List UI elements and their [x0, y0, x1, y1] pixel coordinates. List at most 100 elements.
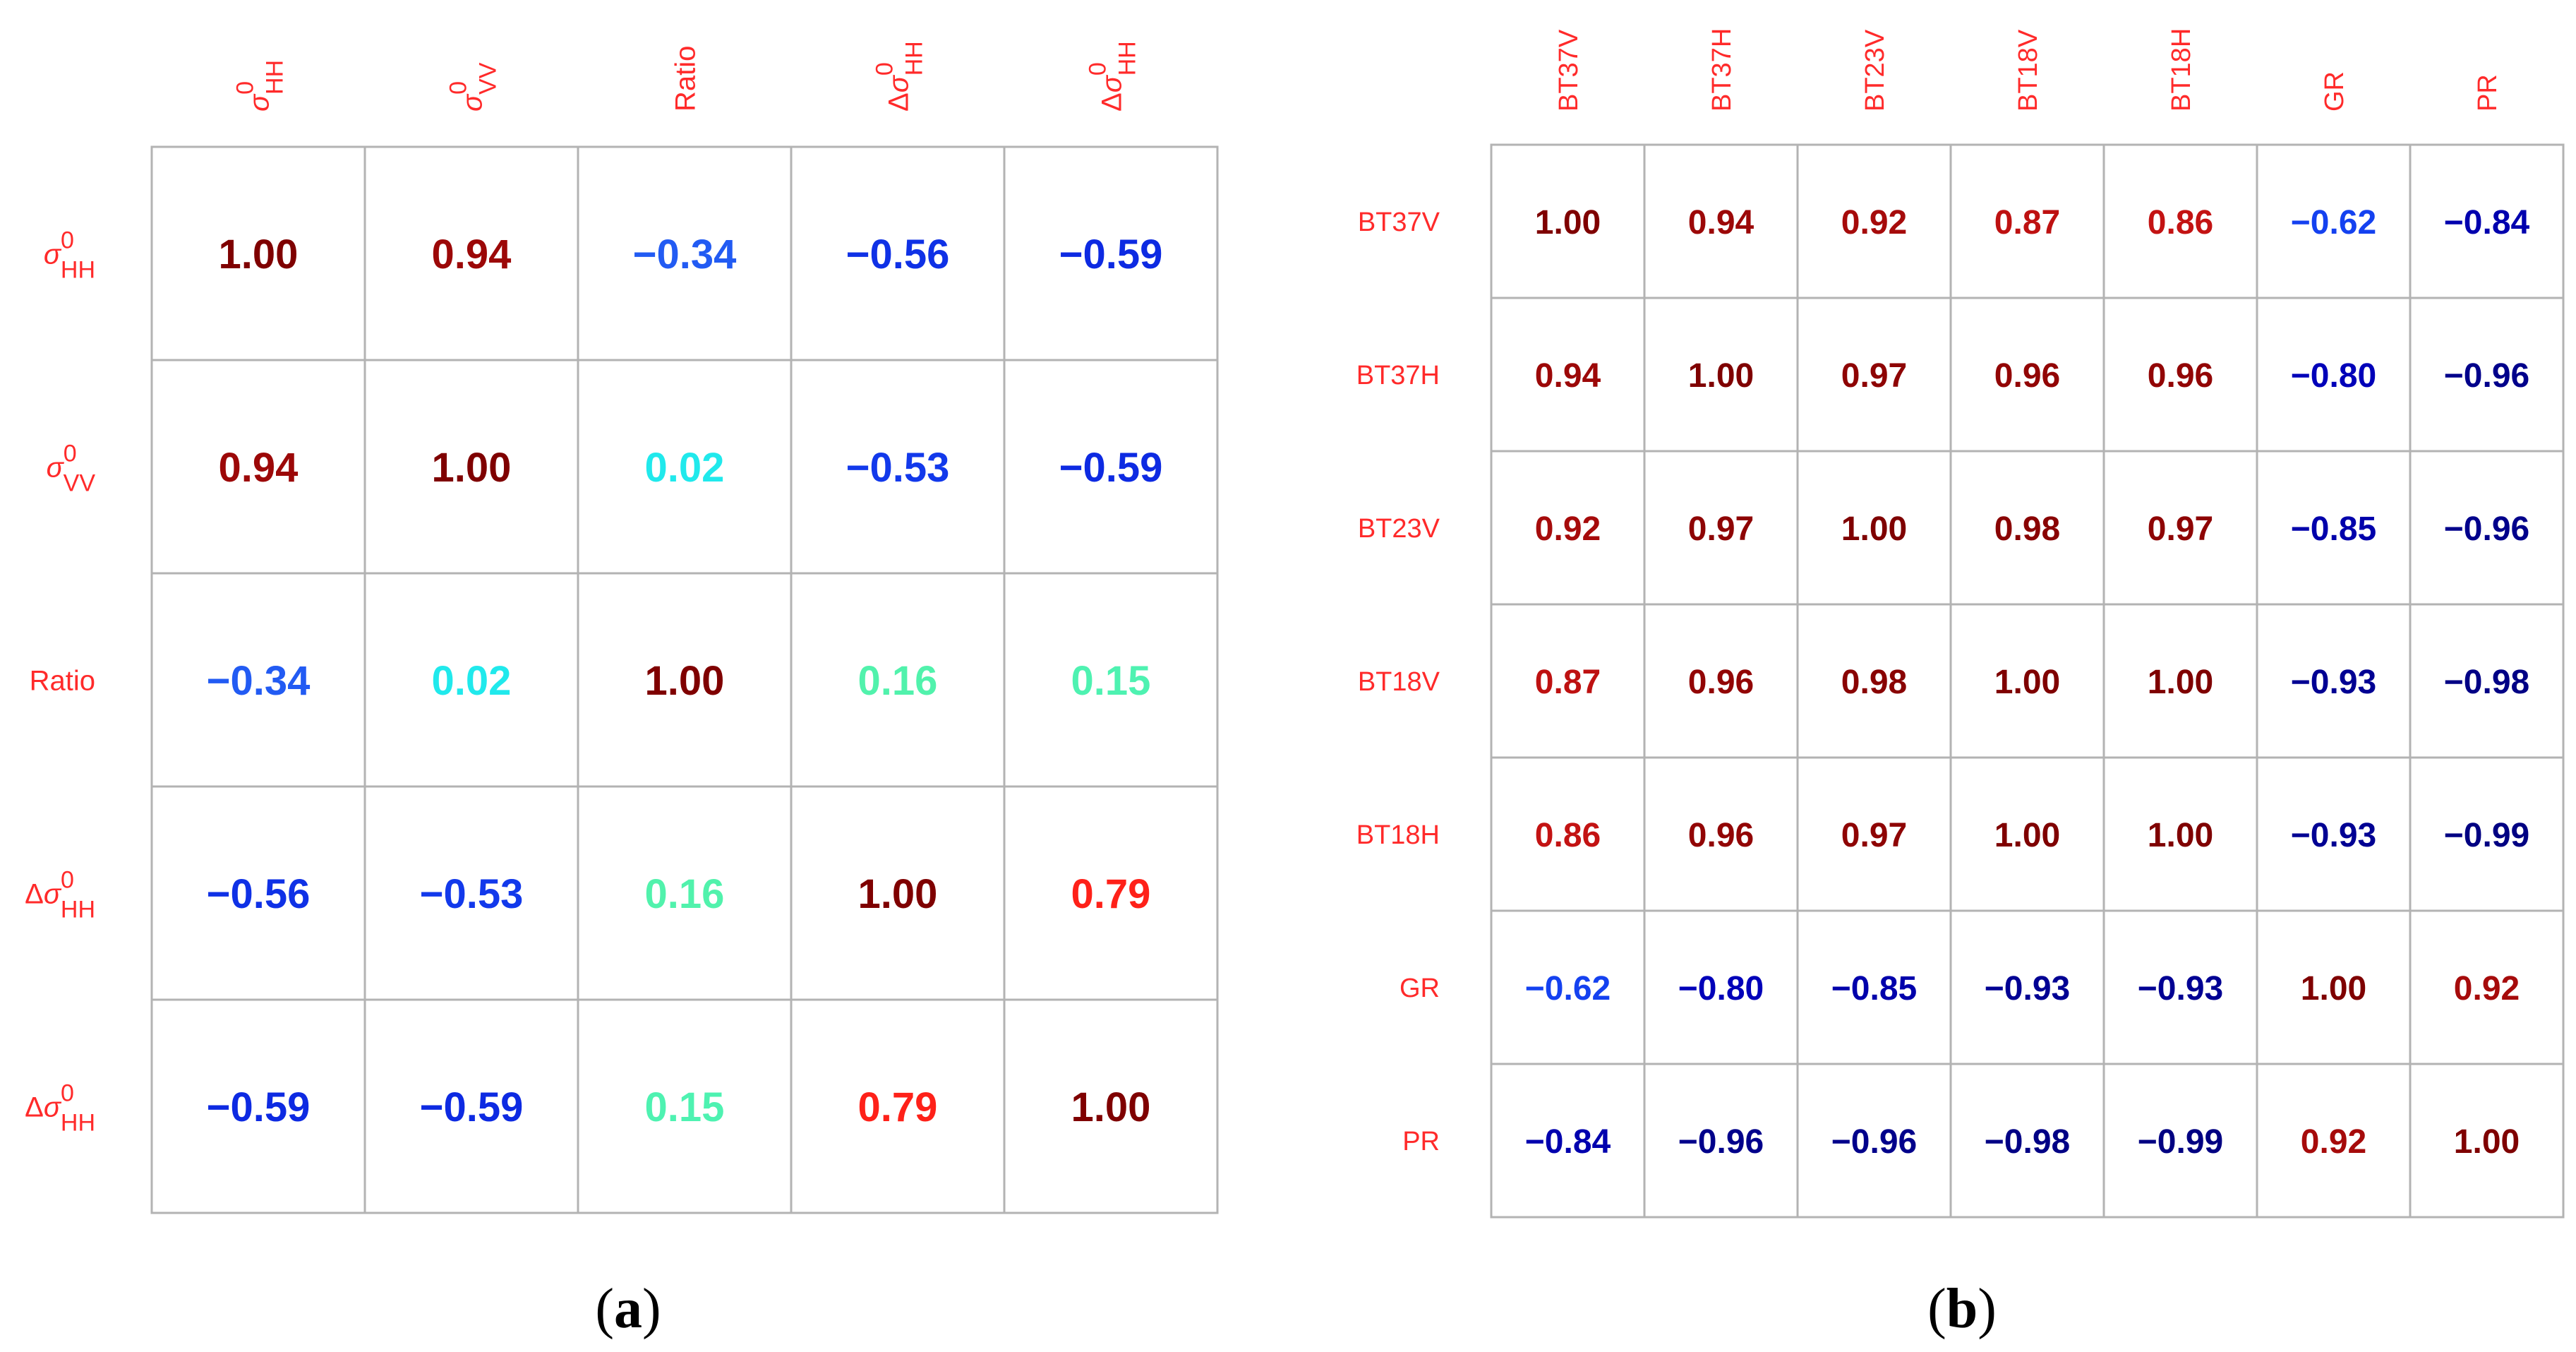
label-superscript: 0: [61, 866, 74, 893]
correlation-value-r2-c1: 0.94: [1535, 357, 1601, 395]
correlation-value-r5-c6: −0.93: [2291, 817, 2376, 854]
label-prefix: Δ: [1096, 92, 1127, 112]
correlation-value-r2-c5: −0.59: [1059, 445, 1163, 491]
column-label-5: BT18H: [2167, 28, 2196, 112]
correlation-value-r2-c3: 0.97: [1841, 357, 1907, 395]
label-subscript: HH: [61, 256, 95, 283]
correlation-value-r3-c2: 0.02: [432, 658, 512, 704]
label-base: PR: [2473, 74, 2503, 112]
correlation-value-r1-c3: 0.92: [1841, 204, 1907, 241]
correlation-value-r4-c3: 0.98: [1841, 664, 1907, 701]
column-label-4: Δσ0 HH: [871, 41, 927, 112]
label-base: σ: [883, 74, 914, 92]
label-base: σ: [243, 93, 275, 112]
correlation-value-r3-c5: 0.97: [2148, 510, 2213, 548]
correlation-value-r5-c3: 0.97: [1841, 817, 1907, 854]
correlation-value-r7-c5: −0.99: [2138, 1123, 2223, 1161]
row-label-2: σ0 VV: [47, 440, 96, 496]
label-base: BT37V: [1358, 208, 1440, 237]
row-label-1: BT37V: [1358, 208, 1440, 237]
correlation-value-r2-c4: 0.96: [1994, 357, 2060, 395]
correlation-value-r1-c6: −0.62: [2291, 204, 2376, 241]
label-prefix: Δ: [25, 878, 44, 909]
label-subscript: HH: [1114, 41, 1140, 76]
row-label-2: BT37H: [1356, 361, 1440, 390]
correlation-value-r3-c1: 0.92: [1535, 510, 1601, 548]
correlation-value-r2-c4: −0.53: [846, 445, 950, 491]
correlation-value-r3-c6: −0.85: [2291, 510, 2376, 548]
label-subscript: HH: [61, 1109, 95, 1136]
label-base: GR: [2320, 71, 2349, 112]
row-label-5: Δσ0 HH: [25, 1079, 95, 1136]
label-subscript: HH: [901, 41, 927, 76]
correlation-value-r6-c4: −0.93: [1985, 970, 2070, 1007]
correlation-value-r2-c7: −0.96: [2444, 357, 2529, 395]
label-prefix: Δ: [25, 1091, 44, 1123]
correlation-value-r6-c5: −0.93: [2138, 970, 2223, 1007]
label-base: BT37V: [1554, 29, 1584, 112]
row-label-3: BT23V: [1358, 514, 1440, 544]
correlation-value-r7-c3: −0.96: [1831, 1123, 1917, 1161]
correlation-value-r4-c1: 0.87: [1535, 664, 1601, 701]
correlation-value-r3-c2: 0.97: [1688, 510, 1754, 548]
correlation-value-r6-c2: −0.80: [1678, 970, 1764, 1007]
correlation-value-r4-c6: −0.93: [2291, 664, 2376, 701]
correlation-value-r5-c1: −0.59: [207, 1084, 311, 1130]
correlation-value-r2-c6: −0.80: [2291, 357, 2376, 395]
correlation-value-r3-c3: 1.00: [645, 658, 725, 704]
correlation-value-r7-c6: 0.92: [2301, 1123, 2366, 1161]
correlation-value-r1-c5: −0.59: [1059, 232, 1163, 277]
correlation-value-r2-c1: 0.94: [219, 445, 299, 491]
label-base: σ: [44, 878, 62, 909]
label-superscript: 0: [61, 227, 74, 253]
correlation-value-r4-c2: 0.96: [1688, 664, 1754, 701]
label-base: σ: [47, 452, 65, 483]
correlation-value-r5-c1: 0.86: [1535, 817, 1601, 854]
label-subscript: VV: [474, 62, 501, 95]
label-subscript: VV: [64, 469, 96, 496]
correlation-value-r3-c3: 1.00: [1841, 510, 1907, 548]
correlation-value-r5-c5: 1.00: [1071, 1084, 1151, 1130]
correlation-value-r5-c4: 0.79: [858, 1084, 938, 1130]
correlation-value-r6-c7: 0.92: [2454, 970, 2520, 1007]
correlation-value-r1-c7: −0.84: [2444, 204, 2530, 241]
row-label-1: σ0 HH: [44, 227, 95, 283]
label-superscript: 0: [64, 440, 77, 467]
label-base: BT23V: [1860, 29, 1890, 112]
correlation-value-r2-c3: 0.02: [645, 445, 725, 491]
label-subscript: HH: [261, 60, 288, 95]
correlation-value-r2-c2: 1.00: [1688, 357, 1754, 395]
label-base: σ: [457, 93, 488, 112]
correlation-value-r1-c2: 0.94: [1688, 204, 1755, 241]
correlation-value-r5-c3: 0.15: [645, 1084, 725, 1130]
correlation-value-r4-c5: 1.00: [2148, 664, 2213, 701]
correlation-value-r1-c4: 0.87: [1994, 204, 2060, 241]
column-label-7: PR: [2473, 74, 2503, 112]
correlation-value-r7-c2: −0.96: [1678, 1123, 1764, 1161]
label-base: PR: [1402, 1127, 1440, 1156]
correlation-value-r3-c5: 0.15: [1071, 658, 1151, 704]
column-label-1: BT37V: [1554, 29, 1584, 112]
correlation-value-r4-c3: 0.16: [645, 871, 725, 917]
label-base: BT37H: [1707, 28, 1737, 112]
correlation-value-r4-c4: 1.00: [858, 871, 938, 917]
row-label-6: GR: [1400, 974, 1440, 1003]
column-label-2: σ0 VV: [445, 62, 501, 112]
correlation-value-r4-c2: −0.53: [420, 871, 524, 917]
correlation-value-r5-c2: −0.59: [420, 1084, 524, 1130]
row-label-4: Δσ0 HH: [25, 866, 95, 923]
column-label-4: BT18V: [2014, 29, 2043, 112]
grid-background: [152, 147, 1217, 1213]
correlation-value-r7-c1: −0.84: [1525, 1123, 1611, 1161]
label-base: σ: [44, 1091, 62, 1123]
label-base: BT18V: [2014, 29, 2043, 112]
correlation-value-r1-c5: 0.86: [2148, 204, 2213, 241]
correlation-value-r3-c7: −0.96: [2444, 510, 2529, 548]
label-base: BT18H: [1356, 820, 1440, 850]
label-base: BT18V: [1358, 667, 1440, 697]
label-prefix: Δ: [883, 92, 914, 112]
label-base: BT37H: [1356, 361, 1440, 390]
correlation-value-r4-c5: 0.79: [1071, 871, 1151, 917]
correlation-value-r6-c3: −0.85: [1831, 970, 1917, 1007]
